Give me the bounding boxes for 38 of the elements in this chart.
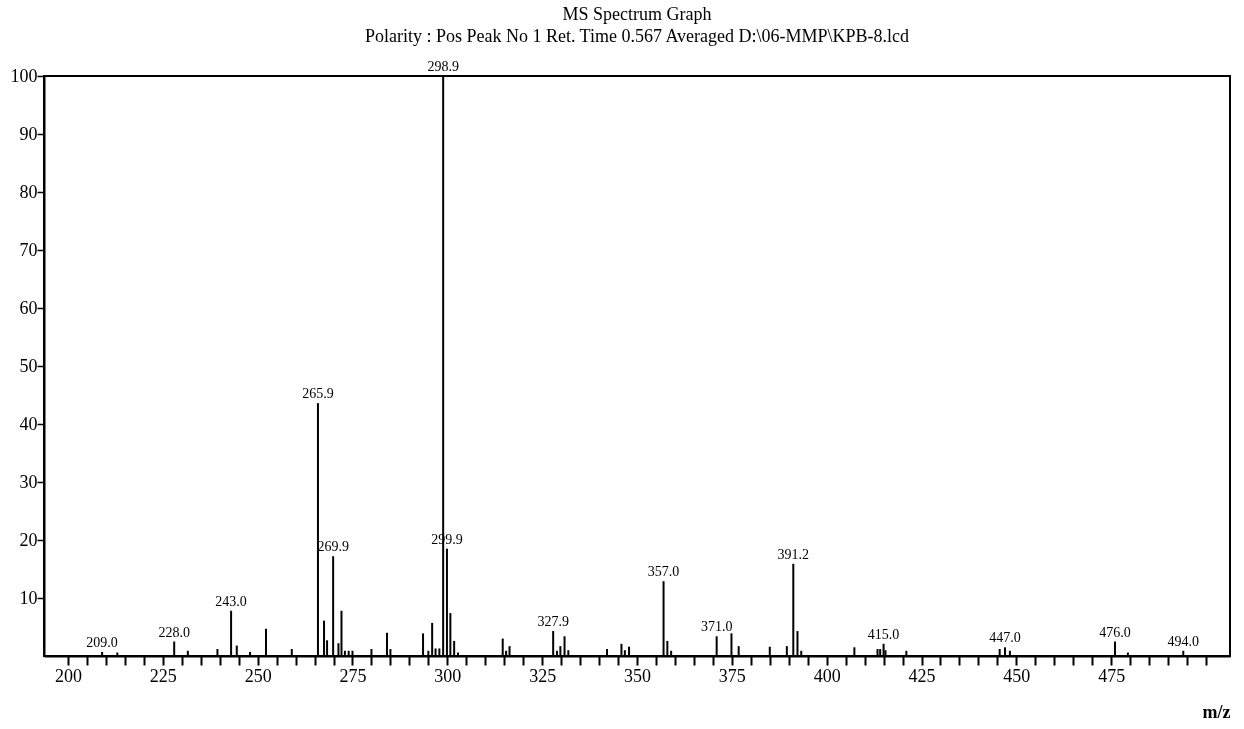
annotation: 357.0 [647,564,680,580]
y-tick-label: 60 [19,297,38,318]
annotation: 476.0 [1099,624,1131,640]
x-tick-label: 225 [149,665,177,686]
annotation: 447.0 [989,630,1021,646]
y-tick-label: 40 [19,413,38,434]
x-tick-label: 325 [529,665,557,686]
x-tick-label: 250 [244,665,272,686]
x-tick-label: 275 [339,665,367,686]
x-tick-label: 450 [1003,665,1031,686]
annotation: 371.0 [700,619,733,635]
x-tick-label: 425 [908,665,936,686]
annotation: 209.0 [86,634,118,650]
x-tick-label: 200 [54,665,82,686]
chart-title: MS Spectrum Graph [562,4,712,24]
y-tick-label: 90 [19,123,38,144]
x-tick-label: 375 [718,665,746,686]
annotation: 391.2 [777,546,810,562]
y-tick-label: 100 [10,65,38,86]
annotation: 243.0 [215,593,247,609]
x-tick-label: 475 [1098,665,1126,686]
chart-subtitle: Polarity : Pos Peak No 1 Ret. Time 0.567 Averaged D:\06-MMP\KPB-8.lcd [364,26,910,46]
annotation: 228.0 [158,624,190,640]
annotation: 415.0 [867,626,900,642]
annotation: 298.9 [427,59,459,74]
y-tick-label: 80 [19,181,38,202]
y-tick-label: 50 [19,355,38,376]
x-tick-label: 400 [813,665,841,686]
x-tick-label: 350 [624,665,651,686]
annotation: 327.9 [537,614,569,630]
x-tick-label: 300 [434,665,462,686]
x-axis-title: m/z [1202,701,1231,722]
annotation: 265.9 [302,386,334,402]
annotation: 494.0 [1167,633,1200,649]
y-tick-label: 10 [19,587,38,608]
y-tick-label: 70 [19,239,38,260]
y-tick-label: 30 [19,471,38,492]
y-tick-label: 20 [19,529,38,550]
